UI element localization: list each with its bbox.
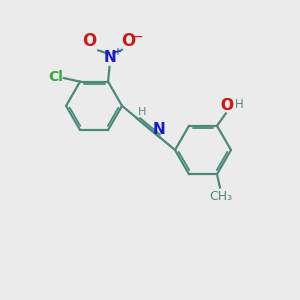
- Text: N: N: [152, 122, 165, 137]
- Text: O: O: [220, 98, 233, 113]
- Text: +: +: [112, 46, 121, 57]
- Text: N: N: [104, 50, 116, 65]
- Text: CH₃: CH₃: [209, 190, 232, 203]
- Text: H: H: [138, 107, 146, 117]
- Text: Cl: Cl: [48, 70, 63, 84]
- Text: O: O: [82, 32, 97, 50]
- Text: H: H: [235, 98, 243, 111]
- Text: −: −: [132, 30, 143, 44]
- Text: O: O: [220, 98, 233, 113]
- Text: O: O: [122, 32, 136, 50]
